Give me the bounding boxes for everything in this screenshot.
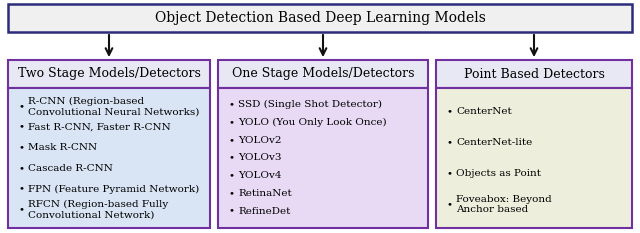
Text: CenterNet: CenterNet (456, 107, 512, 116)
Text: Object Detection Based Deep Learning Models: Object Detection Based Deep Learning Mod… (155, 11, 485, 25)
Text: RefineDet: RefineDet (238, 207, 291, 216)
Text: Fast R-CNN, Faster R-CNN: Fast R-CNN, Faster R-CNN (28, 123, 171, 131)
Text: •: • (228, 100, 234, 109)
Bar (436, 60, 632, 88)
Text: •: • (446, 169, 452, 178)
Text: •: • (446, 200, 452, 209)
Text: YOLO (You Only Look Once): YOLO (You Only Look Once) (238, 118, 387, 127)
Text: •: • (18, 185, 24, 193)
Text: CenterNet-lite: CenterNet-lite (456, 138, 532, 147)
Text: YOLOv3: YOLOv3 (238, 154, 282, 162)
Text: •: • (18, 143, 24, 152)
Text: FPN (Feature Pyramid Network): FPN (Feature Pyramid Network) (28, 185, 199, 194)
Text: •: • (228, 154, 234, 162)
Text: •: • (228, 136, 234, 145)
Bar (436, 88, 632, 228)
Text: SSD (Single Shot Detector): SSD (Single Shot Detector) (238, 100, 382, 110)
Bar (8, 60, 210, 88)
Text: RetinaNet: RetinaNet (238, 189, 292, 198)
Text: •: • (18, 102, 24, 111)
Text: R-CNN (Region-based
Convolutional Neural Networks): R-CNN (Region-based Convolutional Neural… (28, 96, 200, 116)
Text: YOLOv4: YOLOv4 (238, 171, 282, 180)
Text: YOLOv2: YOLOv2 (238, 136, 282, 145)
Text: Two Stage Models/Detectors: Two Stage Models/Detectors (17, 68, 200, 80)
Text: •: • (228, 207, 234, 216)
Text: Cascade R-CNN: Cascade R-CNN (28, 164, 113, 173)
Text: One Stage Models/Detectors: One Stage Models/Detectors (232, 68, 414, 80)
Bar (218, 60, 428, 88)
Text: •: • (446, 138, 452, 147)
Text: Foveabox: Beyond
Anchor based: Foveabox: Beyond Anchor based (456, 195, 552, 214)
Bar (8, 88, 210, 228)
Text: •: • (228, 171, 234, 180)
Text: Point Based Detectors: Point Based Detectors (463, 68, 604, 80)
Text: •: • (18, 164, 24, 173)
Text: •: • (446, 107, 452, 116)
Bar (218, 88, 428, 228)
Text: •: • (18, 205, 24, 214)
Text: Mask R-CNN: Mask R-CNN (28, 143, 97, 152)
Text: •: • (228, 189, 234, 198)
Text: Objects as Point: Objects as Point (456, 169, 541, 178)
Text: •: • (228, 118, 234, 127)
Text: RFCN (Region-based Fully
Convolutional Network): RFCN (Region-based Fully Convolutional N… (28, 200, 168, 219)
Text: •: • (18, 123, 24, 131)
Bar (8, 4, 632, 32)
